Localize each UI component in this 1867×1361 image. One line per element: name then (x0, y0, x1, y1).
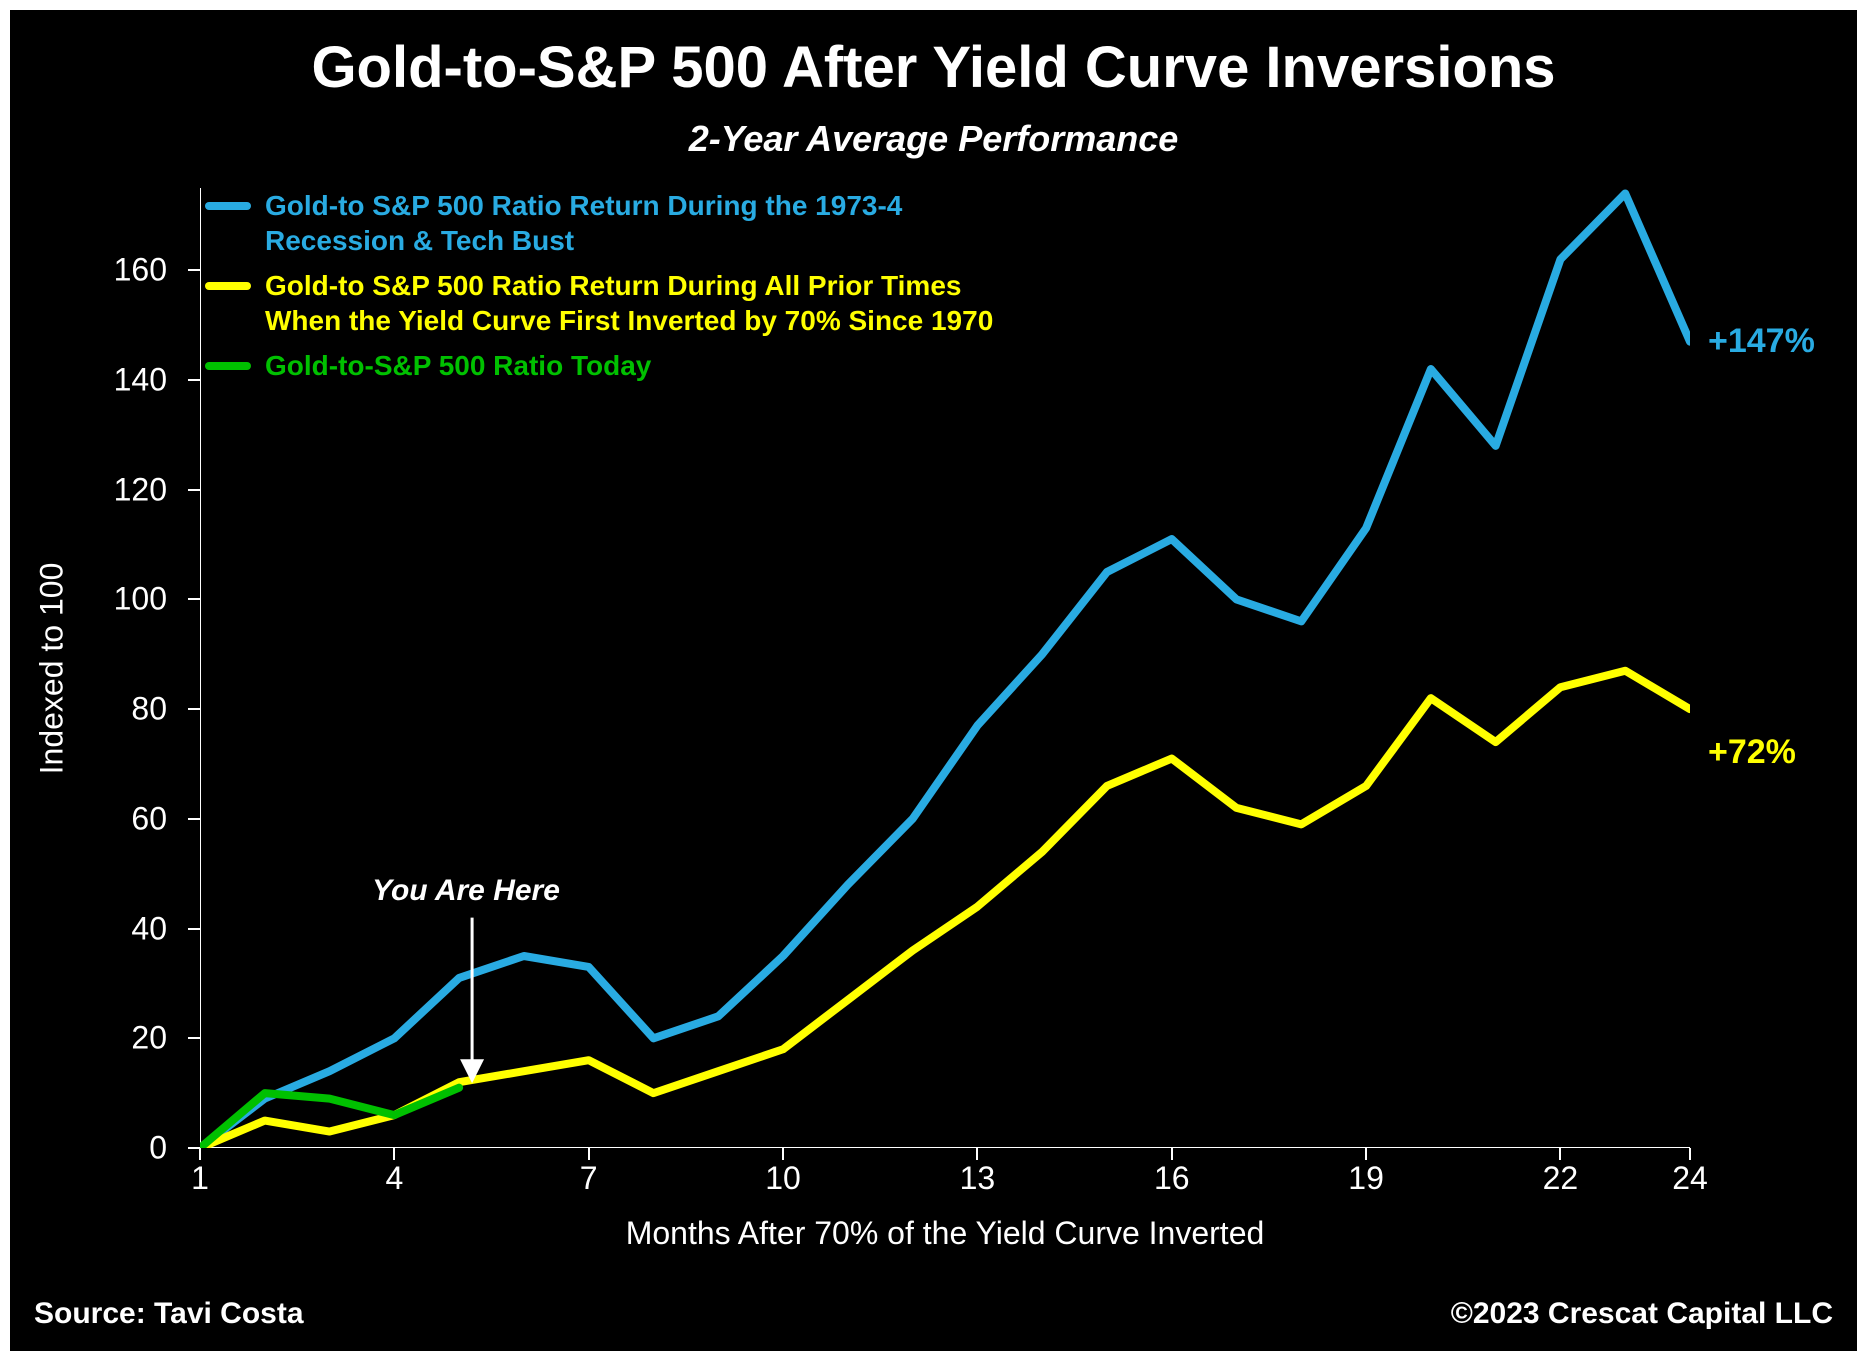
y-tick-mark (188, 379, 200, 381)
series-line-today (200, 1088, 459, 1148)
legend-label: Gold-to-S&P 500 Ratio Today (265, 348, 651, 383)
legend-label: Gold-to S&P 500 Ratio Return During All … (265, 268, 1025, 338)
x-tick-label: 13 (960, 1160, 996, 1197)
x-tick-mark (782, 1148, 784, 1160)
y-tick-label: 20 (87, 1020, 167, 1057)
y-tick-mark (188, 489, 200, 491)
y-tick-label: 100 (87, 581, 167, 618)
x-tick-label: 19 (1348, 1160, 1384, 1197)
y-tick-label: 160 (87, 252, 167, 289)
y-tick-label: 0 (87, 1130, 167, 1167)
y-tick-label: 60 (87, 800, 167, 837)
chart-title: Gold-to-S&P 500 After Yield Curve Invers… (10, 34, 1857, 101)
x-tick-label: 7 (580, 1160, 598, 1197)
x-tick-mark (1365, 1148, 1367, 1160)
legend-item-today: Gold-to-S&P 500 Ratio Today (205, 348, 1025, 383)
series-line-all-prior-times (200, 671, 1690, 1148)
legend-swatch (205, 202, 251, 210)
chart-legend: Gold-to S&P 500 Ratio Return During the … (205, 188, 1025, 393)
source-attribution: Source: Tavi Costa (34, 1297, 304, 1331)
you-are-here-label: You Are Here (372, 874, 560, 908)
x-tick-mark (1559, 1148, 1561, 1160)
x-tick-mark (393, 1148, 395, 1160)
legend-item-recession-tech-bust: Gold-to S&P 500 Ratio Return During the … (205, 188, 1025, 258)
legend-label: Gold-to S&P 500 Ratio Return During the … (265, 188, 1025, 258)
copyright: ©2023 Crescat Capital LLC (1451, 1297, 1833, 1331)
x-tick-label: 24 (1672, 1160, 1708, 1197)
x-tick-mark (199, 1148, 201, 1160)
x-tick-label: 4 (385, 1160, 403, 1197)
y-tick-label: 40 (87, 910, 167, 947)
x-axis-label: Months After 70% of the Yield Curve Inve… (200, 1215, 1690, 1252)
chart-frame: Gold-to-S&P 500 After Yield Curve Invers… (10, 10, 1857, 1351)
end-label-recession-tech-bust: +147% (1708, 322, 1815, 361)
x-tick-mark (588, 1148, 590, 1160)
y-tick-mark (188, 1037, 200, 1039)
y-tick-mark (188, 269, 200, 271)
x-tick-label: 10 (765, 1160, 801, 1197)
y-axis-label: Indexed to 100 (22, 188, 82, 1148)
y-tick-label: 80 (87, 691, 167, 728)
y-tick-mark (188, 928, 200, 930)
chart-subtitle: 2-Year Average Performance (10, 118, 1857, 160)
legend-swatch (205, 362, 251, 370)
x-tick-label: 16 (1154, 1160, 1190, 1197)
y-axis-label-text: Indexed to 100 (34, 562, 71, 774)
x-tick-label: 22 (1543, 1160, 1579, 1197)
legend-swatch (205, 282, 251, 290)
y-tick-label: 140 (87, 362, 167, 399)
legend-item-all-prior-times: Gold-to S&P 500 Ratio Return During All … (205, 268, 1025, 338)
y-tick-label: 120 (87, 471, 167, 508)
y-tick-mark (188, 818, 200, 820)
x-tick-mark (1171, 1148, 1173, 1160)
end-label-all-prior-times: +72% (1708, 733, 1796, 772)
x-tick-label: 1 (191, 1160, 209, 1197)
y-tick-mark (188, 598, 200, 600)
y-tick-mark (188, 708, 200, 710)
x-tick-mark (976, 1148, 978, 1160)
x-tick-mark (1689, 1148, 1691, 1160)
